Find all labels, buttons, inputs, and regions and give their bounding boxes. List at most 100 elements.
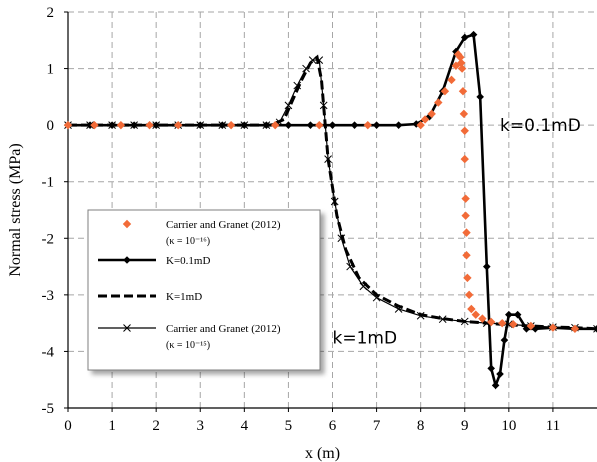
- x-marker: [346, 262, 354, 271]
- diamond-marker: [350, 121, 359, 129]
- orange-diamond-marker: [416, 120, 425, 130]
- orange-diamond-marker: [90, 120, 99, 130]
- y-tick-label: -2: [42, 231, 55, 247]
- orange-diamond-marker: [461, 194, 470, 203]
- x-marker-stroke: [438, 315, 447, 324]
- diamond-marker: [218, 121, 227, 129]
- y-axis-title: Normal stress (MPa): [7, 143, 24, 276]
- x-marker: [319, 101, 328, 110]
- diamond-marker: [130, 121, 138, 129]
- annotation-k-1md: k=1mD: [333, 328, 398, 348]
- diamond-marker: [513, 310, 522, 319]
- orange-diamond-marker: [461, 211, 470, 220]
- x-tick-label: 1: [108, 418, 116, 434]
- orange-diamond-marker: [462, 228, 471, 237]
- orange-diamond-marker: [174, 120, 183, 130]
- orange-diamond-marker: [363, 120, 372, 130]
- y-tick-label: -3: [42, 288, 55, 304]
- orange-diamond-marker: [460, 154, 469, 164]
- x-marker: [593, 324, 597, 333]
- x-marker-stroke: [337, 234, 346, 243]
- x-marker-stroke: [308, 56, 317, 64]
- x-marker-stroke: [460, 317, 469, 326]
- x-marker: [416, 311, 425, 320]
- legend-sublabel: (κ = 10⁻¹⁶): [166, 236, 210, 247]
- y-tick-label: -5: [42, 401, 55, 417]
- legend-item: K=0.1mD: [98, 255, 210, 267]
- diamond-marker: [460, 33, 469, 42]
- x-tick-label: 7: [373, 418, 381, 434]
- legend-item: Carrier and Granet (2012) (κ = 10⁻¹⁵): [98, 323, 281, 351]
- legend: Carrier and Granet (2012) (κ = 10⁻¹⁶) K=0.…: [87, 209, 321, 371]
- diamond-marker: [328, 121, 337, 129]
- y-tick-label: -1: [42, 175, 55, 191]
- orange-diamond-marker: [116, 120, 126, 130]
- x-tick-label: 0: [64, 418, 72, 434]
- diamond-marker: [482, 262, 491, 271]
- x-marker-stroke: [372, 293, 381, 302]
- x-marker-stroke: [330, 197, 339, 206]
- diamond-marker: [196, 121, 205, 129]
- orange-diamond-marker: [63, 120, 73, 130]
- orange-diamond-marker: [498, 318, 507, 328]
- orange-diamond-marker: [478, 314, 487, 323]
- x-marker-stroke: [359, 282, 368, 291]
- x-tick-label: 2: [152, 418, 160, 434]
- x-marker: [438, 315, 447, 324]
- y-tick-label: 0: [47, 118, 55, 134]
- orange-diamond-marker: [509, 320, 518, 329]
- x-marker: [337, 234, 346, 243]
- y-tick-label: 2: [47, 5, 55, 21]
- x-marker-stroke: [123, 324, 131, 332]
- x-marker: [324, 155, 332, 163]
- diamond-marker: [491, 381, 500, 390]
- x-tick-label: 6: [329, 418, 337, 434]
- x-tick-label: 11: [546, 418, 560, 434]
- x-marker: [460, 317, 469, 326]
- orange-diamond-marker: [447, 75, 456, 85]
- series-layer: [63, 30, 597, 390]
- diamond-marker: [505, 310, 513, 319]
- orange-diamond-marker: [457, 58, 466, 68]
- x-tick-label: 3: [197, 418, 205, 434]
- x-tick-label: 8: [417, 418, 425, 434]
- orange-diamond-marker: [456, 53, 465, 62]
- diamond-marker: [500, 336, 509, 344]
- diamond-marker: [469, 30, 478, 39]
- diamond-marker: [476, 93, 484, 101]
- legend-label: K=1mD: [166, 291, 202, 303]
- legend-item: K=1mD: [98, 291, 202, 303]
- orange-diamond-marker: [145, 120, 154, 130]
- x-marker-stroke: [324, 155, 332, 163]
- axes: [64, 11, 597, 412]
- diamond-marker: [522, 325, 531, 333]
- diamond-marker: [372, 121, 381, 129]
- legend-swatch-orange-diamond: [122, 219, 132, 229]
- x-marker-stroke: [315, 56, 324, 64]
- orange-diamond-marker: [460, 126, 469, 135]
- orange-diamond-marker: [464, 290, 474, 300]
- legend-box: [87, 209, 321, 371]
- orange-diamond-marker: [462, 251, 471, 260]
- x-marker-stroke: [293, 81, 302, 90]
- orange-diamond-marker: [459, 109, 469, 119]
- x-marker: [308, 56, 317, 64]
- legend-label: K=0.1mD: [166, 255, 210, 267]
- orange-diamond-marker: [226, 120, 236, 130]
- x-marker-stroke: [593, 324, 597, 330]
- diamond-marker: [86, 121, 94, 129]
- x-marker: [284, 101, 293, 110]
- orange-diamond-marker: [315, 120, 324, 130]
- orange-diamond-marker: [451, 61, 461, 70]
- x-marker-stroke: [319, 101, 328, 110]
- legend-label: Carrier and Granet (2012): [166, 219, 281, 231]
- legend-label: Carrier and Granet (2012): [166, 323, 281, 335]
- x-marker-stroke: [593, 328, 597, 333]
- series-markers-diamond: [63, 50, 580, 333]
- orange-diamond-marker: [463, 273, 472, 283]
- diamond-marker: [284, 121, 293, 129]
- x-marker: [293, 81, 302, 90]
- orange-diamond-marker: [526, 321, 536, 331]
